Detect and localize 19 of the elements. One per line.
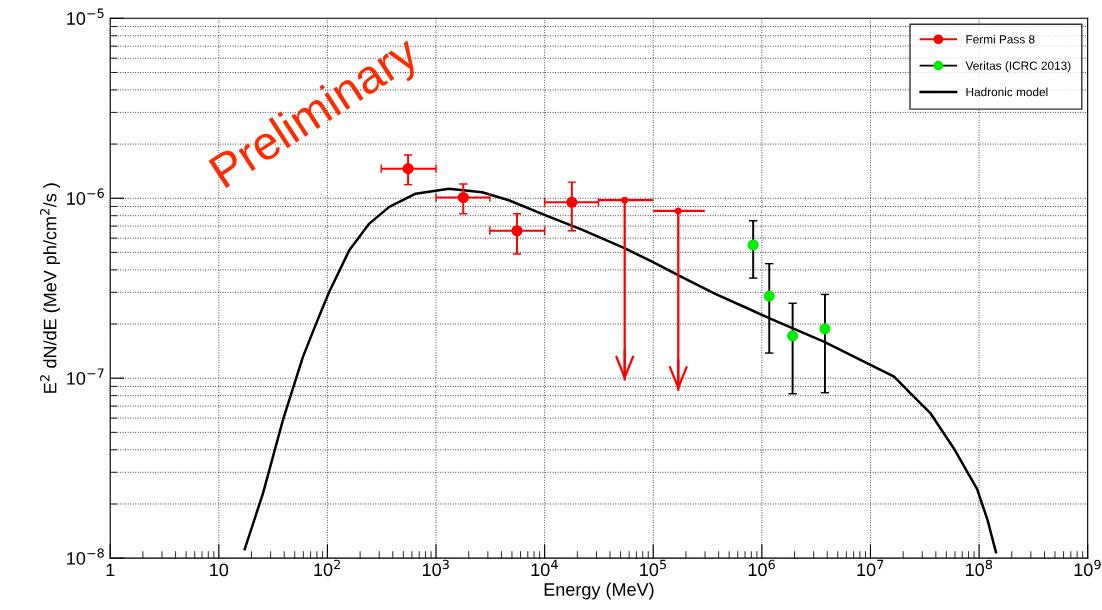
x-axis-title: Energy (MeV) — [544, 582, 654, 600]
legend-label: Veritas (ICRC 2013) — [965, 61, 1071, 73]
x-tick-label: 10$^{2}$ — [314, 559, 340, 577]
legend-label: Fermi Pass 8 — [966, 34, 1035, 44]
x-tick-label: 10 — [210, 563, 229, 577]
y-tick-label: 10$^{−5}$ — [67, 8, 104, 25]
x-tick-label: 10$^{6}$ — [748, 559, 775, 577]
y-tick-label: 10$^{−6}$ — [67, 188, 104, 205]
legend-label: Hadronic model — [966, 87, 1048, 97]
x-tick-label: 10$^{5}$ — [640, 559, 666, 577]
x-tick-label: 10$^{7}$ — [857, 559, 884, 577]
y-axis-title: E$^{2}$ dN/dE (MeV ph/cm$^{2}$/s ) — [40, 183, 61, 393]
x-tick-label: 10$^{8}$ — [966, 559, 993, 577]
x-tick-label: 10$^{4}$ — [531, 559, 558, 577]
x-tick-label: 10$^{3}$ — [422, 559, 449, 577]
x-tick-label: 10$^{9}$ — [1074, 559, 1101, 577]
x-tick-label: 1 — [106, 563, 115, 577]
y-tick-label: 10$^{−8}$ — [67, 548, 104, 565]
y-tick-label: 10$^{−7}$ — [67, 368, 104, 385]
